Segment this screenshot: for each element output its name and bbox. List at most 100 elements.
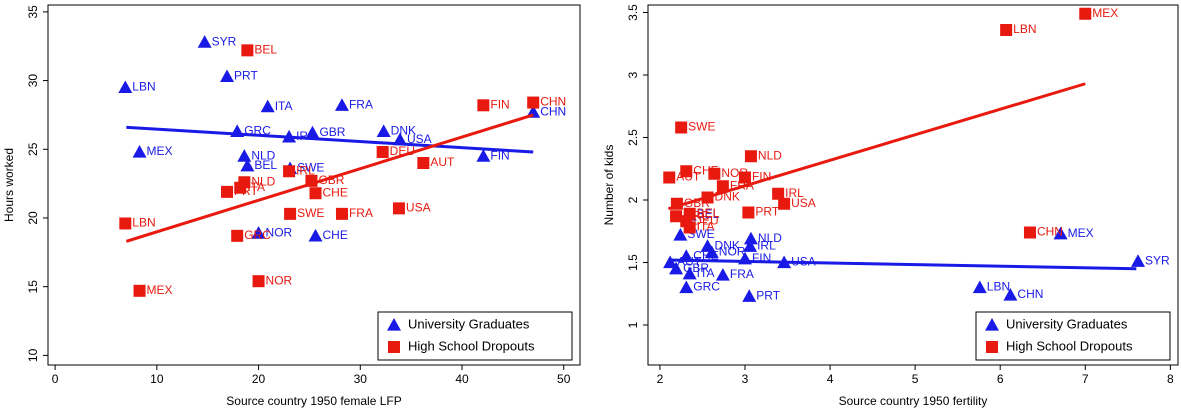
point-label: AUT — [676, 170, 701, 184]
point-label: NOR — [266, 273, 293, 287]
marker-triangle — [704, 245, 719, 259]
marker-square — [772, 187, 785, 200]
marker-triangle — [251, 226, 266, 239]
marker-square — [670, 210, 683, 223]
marker-triangle — [743, 239, 758, 252]
point-label: NLD — [758, 148, 782, 162]
marker-triangle — [282, 129, 297, 143]
point-label: ITA — [247, 180, 265, 194]
marker-triangle — [197, 35, 212, 48]
marker-square — [744, 150, 757, 163]
point-label: DNK — [715, 190, 740, 204]
marker-square — [388, 341, 400, 353]
point-label: GRC — [244, 124, 271, 138]
marker-square — [119, 217, 132, 230]
y-tick-label: 3.5 — [626, 4, 640, 21]
point-label: MEX — [1092, 6, 1118, 20]
point-label: GRC — [244, 228, 271, 242]
marker-square — [335, 207, 348, 220]
marker-triangle — [1003, 288, 1018, 301]
marker-triangle — [663, 255, 678, 269]
marker-square — [252, 275, 265, 288]
marker-triangle — [743, 231, 758, 245]
marker-triangle — [240, 158, 255, 172]
marker-triangle — [387, 318, 401, 331]
marker-square — [283, 165, 296, 178]
fit-line — [125, 113, 534, 243]
point-label: GBR — [683, 261, 709, 275]
point-label: FRA — [730, 178, 754, 192]
marker-triangle — [673, 228, 688, 241]
point-label: MEX — [147, 144, 173, 158]
y-tick-label: 2.5 — [626, 129, 640, 146]
marker-triangle — [1131, 254, 1146, 267]
point-label: DEU — [693, 213, 718, 227]
marker-triangle — [308, 228, 323, 242]
y-axis-title: Hours worked — [2, 148, 16, 222]
legend-label: University Graduates — [1006, 316, 1128, 331]
point-label: DNK — [391, 124, 416, 138]
x-axis-title: Source country 1950 female LFP — [226, 394, 401, 408]
point-label: SWE — [688, 120, 715, 134]
marker-square — [680, 165, 693, 178]
x-tick-label: 10 — [150, 372, 164, 386]
y-tick-label: 3 — [626, 71, 640, 78]
point-label: IRL — [757, 238, 776, 252]
point-label: BEL — [697, 207, 720, 221]
legend-label: University Graduates — [408, 316, 530, 331]
marker-square — [663, 171, 676, 184]
marker-triangle — [682, 266, 697, 280]
x-tick-label: 30 — [354, 372, 368, 386]
x-tick-label: 40 — [455, 372, 469, 386]
fit-line — [126, 125, 534, 154]
x-tick-label: 5 — [912, 372, 919, 386]
point-label: MEX — [147, 283, 173, 297]
point-label: LBN — [132, 80, 155, 94]
point-label: BEL — [697, 206, 720, 220]
y-tick-label: 2 — [626, 196, 640, 203]
marker-square — [716, 180, 729, 193]
marker-square — [708, 167, 721, 180]
legend-box — [975, 311, 1171, 361]
marker-square — [742, 206, 755, 219]
point-label: NLD — [251, 174, 275, 188]
marker-square — [221, 185, 234, 198]
marker-triangle — [237, 149, 252, 162]
point-label: DEU — [390, 144, 415, 158]
point-label: NOR — [719, 245, 746, 259]
point-label: CHN — [1017, 287, 1043, 301]
plot-frame — [647, 4, 1179, 366]
point-label: PRT — [234, 69, 258, 83]
marker-square — [986, 341, 998, 353]
legend-label: High School Dropouts — [408, 338, 535, 353]
point-label: SWE — [297, 206, 324, 220]
marker-square — [1000, 24, 1013, 36]
marker-square — [392, 202, 405, 215]
point-label: AUT — [677, 255, 702, 269]
y-tick-label: 30 — [26, 74, 40, 88]
point-label: LBN — [132, 216, 155, 230]
point-label: NOR — [266, 225, 293, 239]
point-label: IRL — [296, 163, 315, 177]
point-label: FRA — [730, 267, 754, 281]
legend-box — [377, 311, 573, 361]
marker-square — [1023, 226, 1036, 239]
x-tick-label: 0 — [52, 372, 59, 386]
x-tick-label: 6 — [997, 372, 1004, 386]
point-label: LBN — [987, 280, 1010, 294]
marker-triangle — [118, 80, 133, 94]
x-tick-label: 50 — [557, 372, 571, 386]
point-label: NLD — [758, 231, 782, 245]
point-label: FIN — [490, 148, 509, 162]
point-label: GBR — [684, 196, 710, 210]
point-label: ITA — [275, 99, 293, 113]
marker-square — [683, 221, 696, 234]
point-label: MEX — [1068, 226, 1094, 240]
legend-label: High School Dropouts — [1006, 338, 1133, 353]
y-axis-title: Number of kids — [602, 145, 616, 226]
point-label: CHE — [323, 228, 348, 242]
marker-square — [477, 99, 490, 112]
marker-square — [527, 96, 540, 109]
